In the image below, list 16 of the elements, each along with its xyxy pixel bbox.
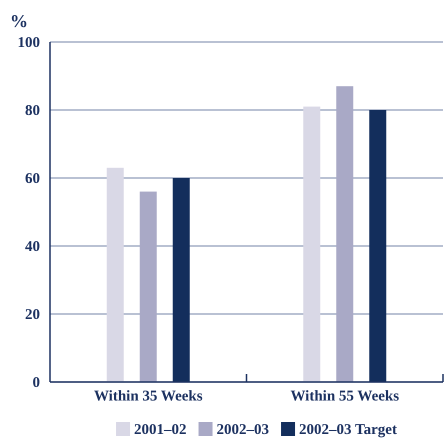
- y-tick-label: 40: [25, 238, 40, 255]
- y-axis-title: %: [10, 11, 28, 31]
- legend-label: 2002–03: [216, 422, 270, 438]
- y-tick-label: 80: [25, 102, 40, 119]
- bar: [336, 86, 354, 382]
- legend-label: 2002–03 Target: [299, 422, 397, 438]
- bar: [140, 192, 157, 382]
- y-tick-label: 0: [32, 374, 40, 391]
- legend-label: 2001–02: [134, 422, 187, 438]
- x-tick-label: Within 55 Weeks: [290, 388, 400, 405]
- y-tick-label: 100: [18, 34, 40, 51]
- x-tick-label: Within 35 Weeks: [94, 388, 203, 405]
- bar: [303, 106, 320, 382]
- bar: [106, 168, 124, 382]
- y-tick-label: 20: [25, 306, 40, 323]
- y-tick-label: 60: [25, 170, 40, 187]
